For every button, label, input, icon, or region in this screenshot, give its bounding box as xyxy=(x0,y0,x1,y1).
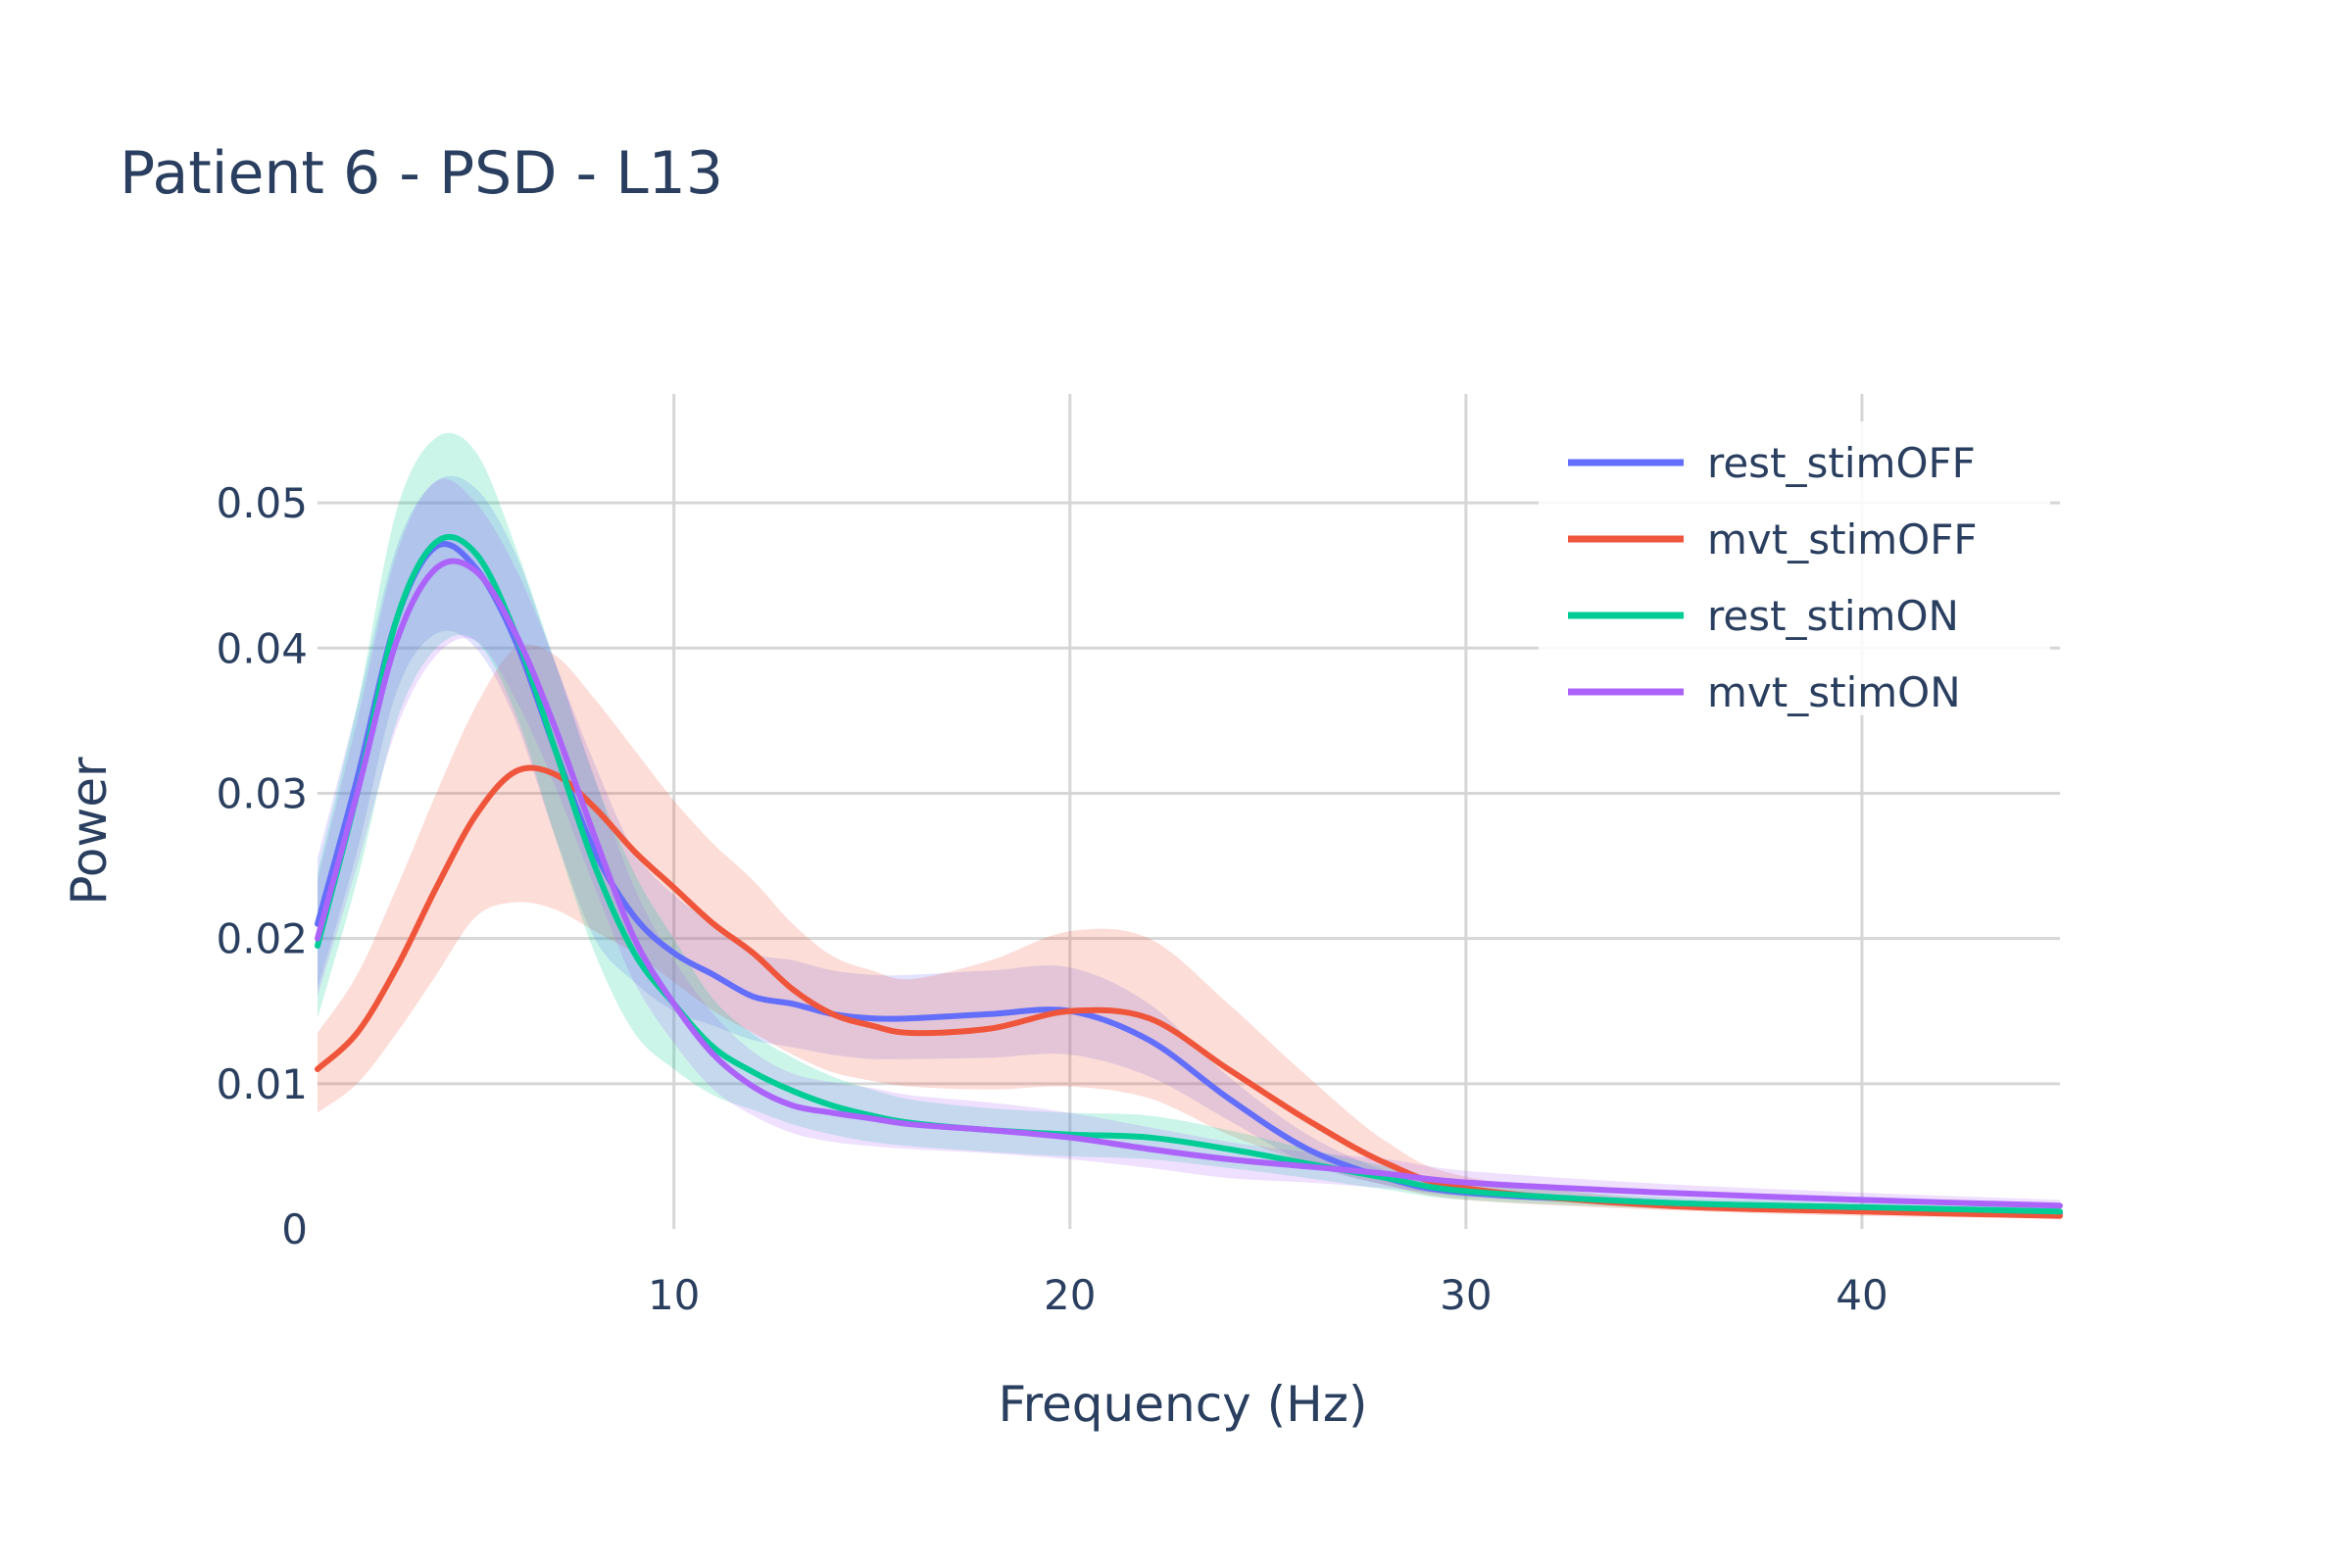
legend-label: rest_stimON xyxy=(1707,592,1959,640)
y-axis-title: Power xyxy=(61,757,118,906)
legend-label: rest_stimOFF xyxy=(1707,439,1976,487)
y-tick-label: 0.02 xyxy=(216,915,308,963)
x-tick-label: 30 xyxy=(1440,1271,1492,1319)
line-mvt_stimON[interactable] xyxy=(315,558,2063,1209)
x-axis-ticks: 10 20 30 40 xyxy=(648,1271,1888,1319)
y-tick-label: 0.01 xyxy=(216,1060,308,1108)
band-mvt_stimON xyxy=(318,478,2060,1212)
x-tick-label: 20 xyxy=(1044,1271,1096,1319)
legend[interactable]: rest_stimOFF mvt_stimOFF rest_stimON mvt_st… xyxy=(1539,421,2050,716)
x-axis-title: Frequency (Hz) xyxy=(998,1376,1367,1433)
band-mvt_stimOFF xyxy=(318,644,2060,1219)
confidence-bands xyxy=(318,432,2060,1219)
series-lines xyxy=(315,533,2063,1219)
legend-item-rest_stimOFF[interactable]: rest_stimOFF xyxy=(1568,439,1976,487)
legend-label: mvt_stimON xyxy=(1707,668,1961,716)
y-tick-label: 0 xyxy=(281,1205,308,1253)
band-rest_stimON xyxy=(318,432,2060,1216)
chart-title: Patient 6 - PSD - L13 xyxy=(120,139,723,208)
y-tick-label: 0.05 xyxy=(216,479,308,527)
legend-item-mvt_stimON[interactable]: mvt_stimON xyxy=(1568,668,1961,716)
x-tick-label: 10 xyxy=(648,1271,700,1319)
y-tick-label: 0.03 xyxy=(216,769,308,817)
legend-label: mvt_stimOFF xyxy=(1707,515,1978,564)
band-rest_stimOFF xyxy=(318,475,2060,1216)
y-axis-ticks: 0 0.01 0.02 0.03 0.04 0.05 xyxy=(216,479,308,1253)
y-tick-label: 0.04 xyxy=(216,624,308,672)
legend-item-rest_stimON[interactable]: rest_stimON xyxy=(1568,592,1959,640)
legend-item-mvt_stimOFF[interactable]: mvt_stimOFF xyxy=(1568,515,1978,564)
line-rest_stimON[interactable] xyxy=(315,533,2063,1215)
legend-background xyxy=(1539,421,2050,715)
x-tick-label: 40 xyxy=(1836,1271,1887,1319)
